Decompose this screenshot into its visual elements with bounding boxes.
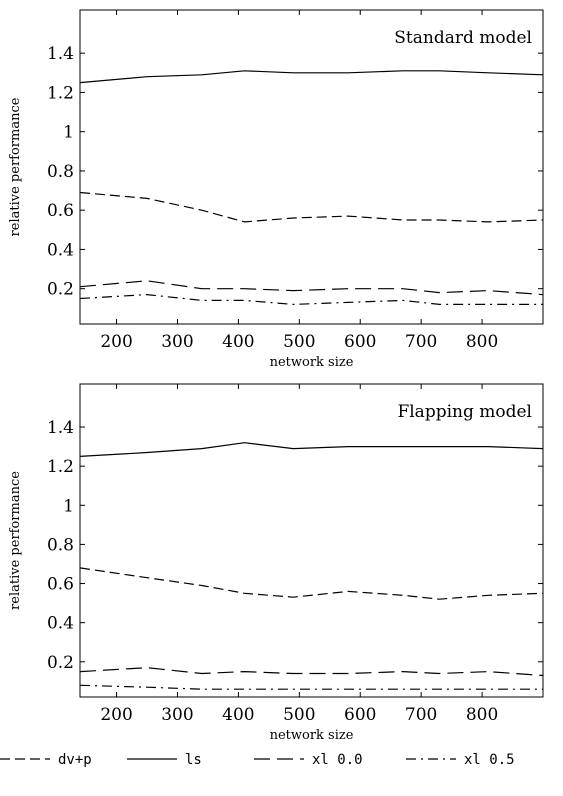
y-axis-label: relative performance xyxy=(8,471,23,610)
x-tick-label: 700 xyxy=(405,705,437,725)
y-tick-label: 0.8 xyxy=(47,535,74,555)
x-tick-label: 200 xyxy=(100,705,132,725)
y-tick-label: 0.6 xyxy=(47,575,74,595)
x-tick-label: 600 xyxy=(344,332,376,352)
y-tick-label: 1.2 xyxy=(47,83,74,103)
series-line-ls xyxy=(79,442,544,457)
y-axis-label: relative performance xyxy=(8,97,23,236)
y-tick-label: 0.4 xyxy=(47,240,74,260)
x-tick-label: 200 xyxy=(100,332,132,352)
y-tick-label: 1.2 xyxy=(47,457,74,477)
y-tick-label: 1 xyxy=(63,123,74,143)
plot-frame xyxy=(79,383,544,698)
x-tick-label: 600 xyxy=(344,705,376,725)
y-tick-label: 0.6 xyxy=(47,201,74,221)
x-axis-label: network size xyxy=(270,728,354,743)
series-line-xl-0-5 xyxy=(79,293,543,306)
plot-frame xyxy=(79,9,544,325)
legend-label: xl 0.0 xyxy=(312,752,363,768)
series-line-ls xyxy=(79,70,544,84)
legend-label: dv+p xyxy=(58,752,92,768)
x-tick-label: 500 xyxy=(283,705,315,725)
x-tick-label: 300 xyxy=(161,332,193,352)
x-tick-label: 400 xyxy=(222,332,254,352)
legend: dv+p ls xl 0.0 xl 0.5 xyxy=(0,752,515,768)
y-tick-label: 0.2 xyxy=(47,280,74,300)
x-tick-label: 300 xyxy=(161,705,193,725)
legend-label: xl 0.5 xyxy=(464,752,515,768)
x-axis-label: network size xyxy=(270,355,354,370)
x-tick-label: 800 xyxy=(466,332,498,352)
series-line-dv-p xyxy=(79,567,544,600)
x-tick-label: 500 xyxy=(283,332,315,352)
y-tick-label: 0.8 xyxy=(47,162,74,182)
y-tick-label: 1.4 xyxy=(47,44,74,64)
panel-title: Standard model xyxy=(394,28,532,48)
chart-panel-2: 200 300 400 500 600 700 800 0.2 0.4 0.6 0.8 1 1.2 1.4… xyxy=(8,383,544,743)
panel-title: Flapping model xyxy=(397,402,532,422)
series-line-dv-p xyxy=(79,191,544,223)
y-tick-label: 1.4 xyxy=(47,418,74,438)
series-line-xl-0-0 xyxy=(79,667,544,677)
legend-label: ls xyxy=(185,752,202,768)
y-tick-label: 0.4 xyxy=(47,614,74,634)
y-tick-label: 1 xyxy=(63,496,74,516)
series-line-xl-0-5 xyxy=(79,684,543,690)
x-tick-label: 800 xyxy=(466,705,498,725)
y-tick-label: 0.2 xyxy=(47,653,74,673)
x-tick-label: 700 xyxy=(405,332,437,352)
series-line-xl-0-0 xyxy=(79,280,544,296)
x-tick-label: 400 xyxy=(222,705,254,725)
chart-panel-1: 200 300 400 500 600 700 800 0.2 0.4 0.6 0.8 1 1.2 1.4… xyxy=(8,9,544,370)
